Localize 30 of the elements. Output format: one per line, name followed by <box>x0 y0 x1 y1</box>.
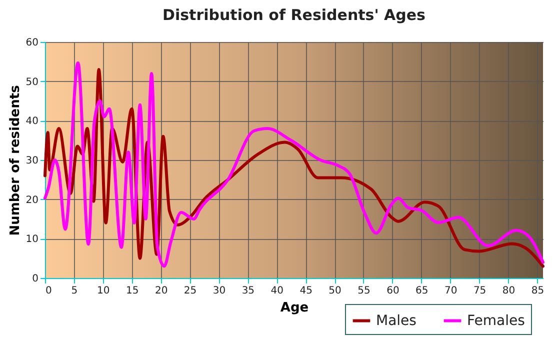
chart-title: Distribution of Residents' Ages <box>162 6 426 24</box>
x-axis-title: Age <box>280 300 309 316</box>
x-tick-label: 75 <box>473 286 486 296</box>
x-tick-label: 30 <box>212 286 226 296</box>
y-tick-label: 20 <box>26 194 38 206</box>
x-tick-label: 85 <box>531 286 544 296</box>
x-tick-label: 80 <box>502 286 516 296</box>
x-tick-label: 10 <box>97 286 110 296</box>
x-tick-label: 15 <box>126 286 139 296</box>
y-tick-label: 0 <box>32 274 38 284</box>
x-tick-label: 70 <box>444 286 458 296</box>
x-tick-label: 20 <box>154 286 168 296</box>
x-tick-label: 35 <box>242 286 255 296</box>
x-tick-label: 40 <box>270 286 284 296</box>
legend-label: Females <box>467 312 525 329</box>
y-axis-title: Number of residents <box>8 84 23 236</box>
x-tick-label: 65 <box>416 286 428 296</box>
x-tick-label: 25 <box>184 286 197 296</box>
y-tick-label: 60 <box>26 38 38 48</box>
legend-label: Males <box>376 312 416 329</box>
y-tick-label: 10 <box>26 234 38 246</box>
x-tick-label: 60 <box>386 286 400 296</box>
x-tick-label: 50 <box>328 286 342 296</box>
y-tick-label: 30 <box>26 156 38 166</box>
x-tick-label: 45 <box>300 286 312 296</box>
y-tick-label: 40 <box>26 116 38 128</box>
x-tick-label: 5 <box>71 286 78 296</box>
x-tick-label: 55 <box>358 286 370 296</box>
y-tick-label: 50 <box>26 76 38 88</box>
x-tick-label: 0 <box>46 286 52 296</box>
